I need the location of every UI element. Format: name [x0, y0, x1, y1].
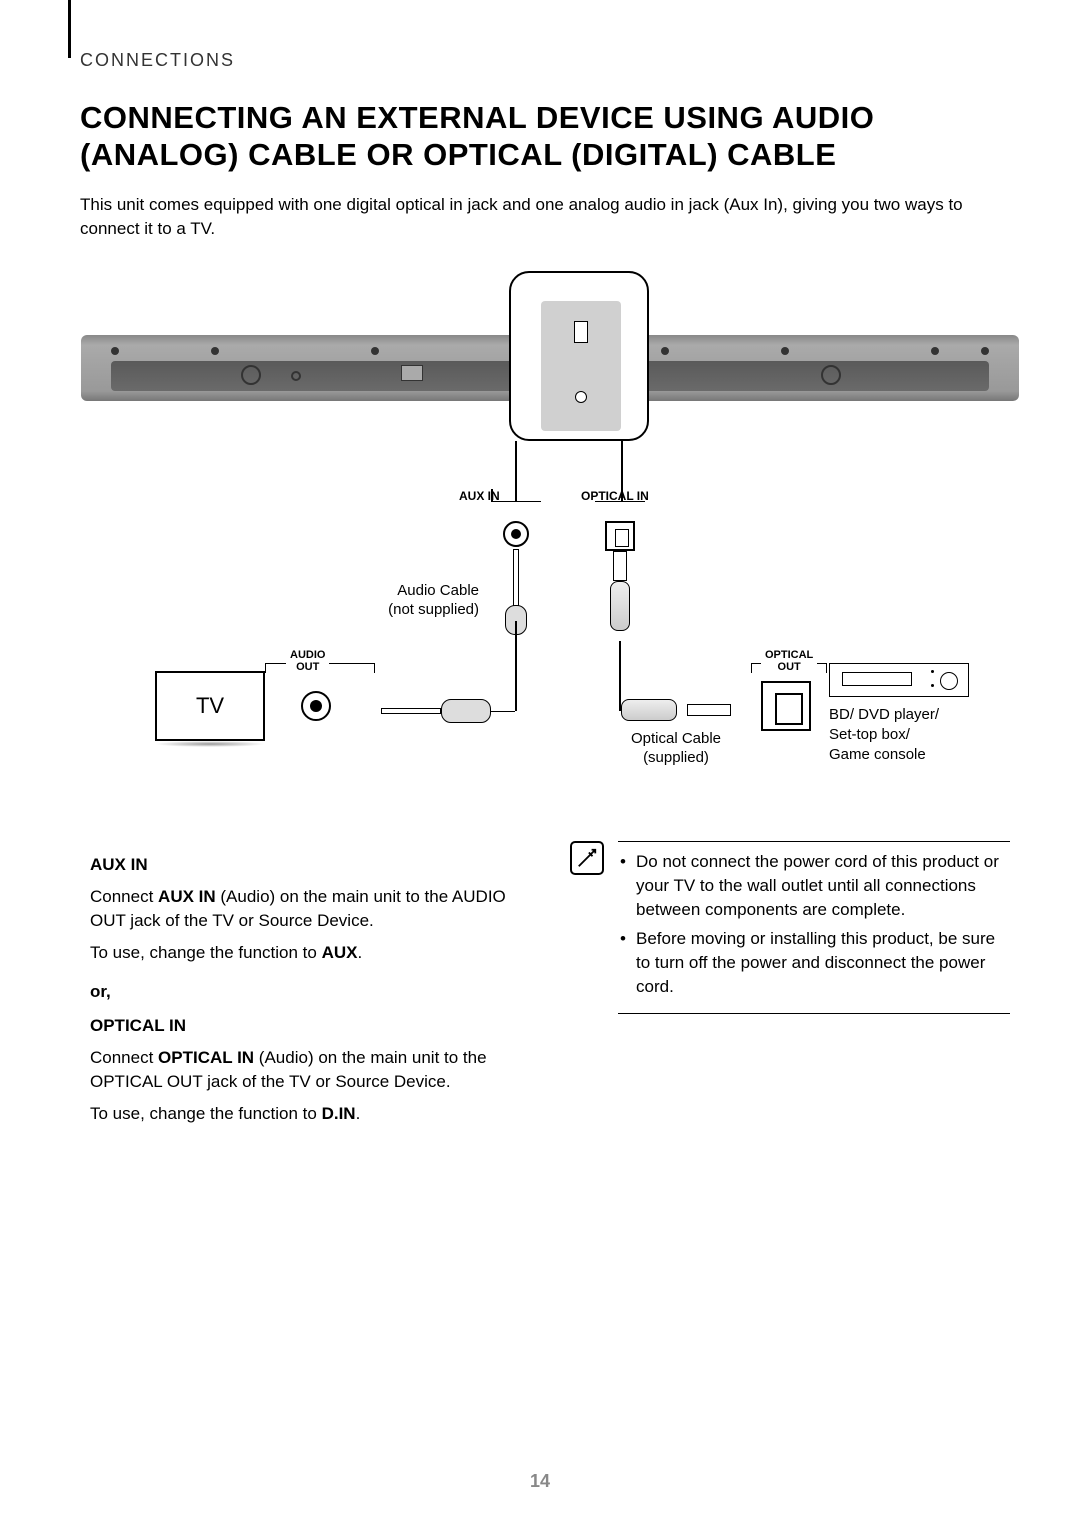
- note-box: Do not connect the power cord of this pr…: [570, 841, 1010, 1014]
- aux-plug-horizontal: [381, 699, 491, 723]
- source-device-label: BD/ DVD player/ Set-top box/ Game consol…: [829, 705, 939, 766]
- note-icon: [570, 841, 604, 875]
- page-number: 14: [0, 1471, 1080, 1492]
- optical-out-label: OPTICALOUT: [761, 649, 817, 673]
- optical-out-port: [761, 681, 811, 731]
- connection-diagram: AUX IN OPTICAL IN Audio Cable (not suppl…: [81, 271, 1019, 801]
- page-crop-mark: [68, 0, 71, 58]
- optical-in-text: Connect OPTICAL IN (Audio) on the main u…: [90, 1046, 530, 1094]
- zoom-callout: [509, 271, 649, 441]
- aux-in-label: AUX IN: [459, 489, 500, 503]
- aux-in-text: Connect AUX IN (Audio) on the main unit …: [90, 885, 530, 933]
- audio-out-label: AUDIOOUT: [286, 649, 329, 673]
- optical-plug-horizontal: [621, 699, 731, 723]
- audio-cable-label: Audio Cable (not supplied): [371, 581, 479, 620]
- section-label: CONNECTIONS: [80, 50, 1020, 71]
- source-device-illustration: [829, 663, 969, 697]
- note-item-1: Do not connect the power cord of this pr…: [618, 850, 1010, 921]
- note-item-2: Before moving or installing this product…: [618, 927, 1010, 998]
- aux-plug-vertical: [501, 521, 531, 621]
- tv-device: TV: [155, 671, 265, 741]
- optical-use-text: To use, change the function to D.IN.: [90, 1102, 530, 1126]
- page-title: CONNECTING AN EXTERNAL DEVICE USING AUDI…: [80, 99, 1020, 173]
- left-column: AUX IN Connect AUX IN (Audio) on the mai…: [90, 841, 530, 1134]
- note-list: Do not connect the power cord of this pr…: [618, 850, 1010, 999]
- right-column: Do not connect the power cord of this pr…: [570, 841, 1010, 1134]
- or-text: or,: [90, 982, 530, 1002]
- instruction-columns: AUX IN Connect AUX IN (Audio) on the mai…: [80, 841, 1020, 1134]
- optical-in-heading: OPTICAL IN: [90, 1016, 530, 1036]
- optical-cable-label: Optical Cable (supplied): [611, 729, 741, 768]
- aux-use-text: To use, change the function to AUX.: [90, 941, 530, 965]
- aux-in-heading: AUX IN: [90, 855, 530, 875]
- intro-paragraph: This unit comes equipped with one digita…: [80, 193, 1020, 241]
- optical-in-label: OPTICAL IN: [581, 489, 649, 503]
- optical-plug-vertical: [603, 521, 637, 641]
- page-content: CONNECTIONS CONNECTING AN EXTERNAL DEVIC…: [0, 0, 1080, 1134]
- aux-out-jack: [301, 691, 331, 721]
